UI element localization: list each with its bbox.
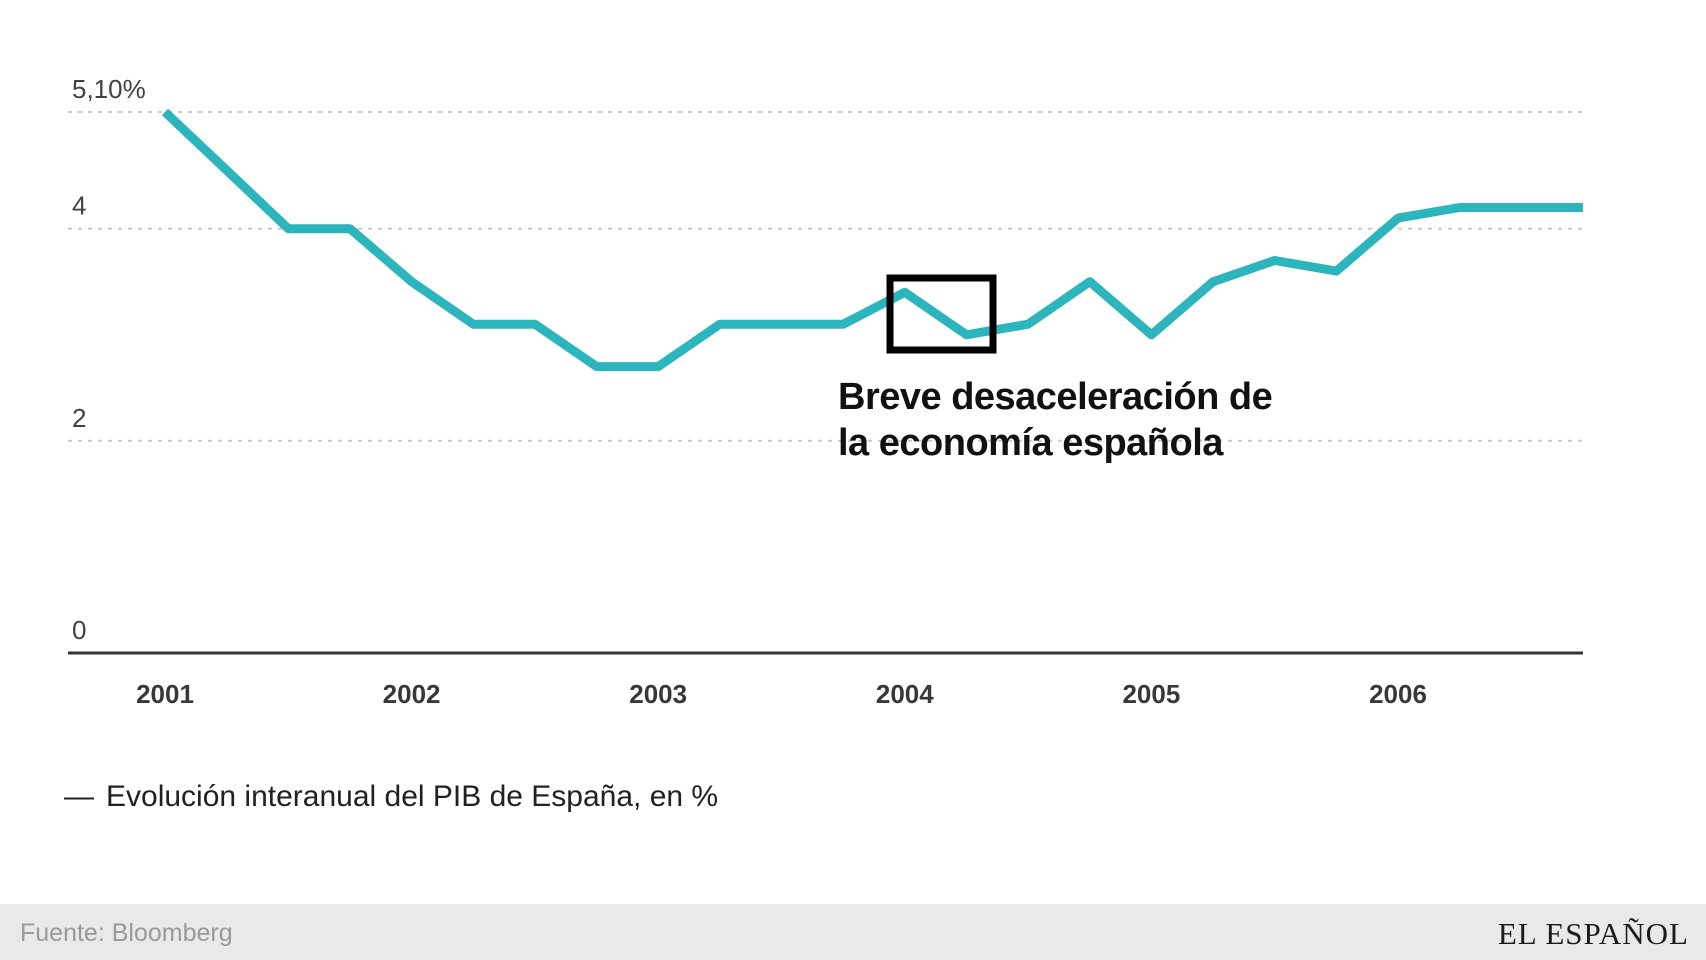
legend-line-swatch: — [64, 780, 94, 813]
annotation-line-1: Breve desaceleración de [838, 376, 1273, 418]
x-axis-year-label: 2004 [876, 679, 934, 709]
gdp-series-line [161, 108, 1583, 372]
footer-bar: Fuente: Bloomberg EL ESPAÑOL [0, 904, 1706, 960]
x-axis-year-label: 2006 [1369, 679, 1427, 709]
y-axis-tick-label: 5,10% [72, 74, 146, 104]
y-axis-tick-label: 2 [72, 403, 86, 433]
x-axis-year-label: 2003 [629, 679, 687, 709]
y-axis-tick-label: 4 [72, 191, 86, 221]
chart-annotation: Breve desaceleración de la economía espa… [838, 374, 1273, 466]
publisher-logo: EL ESPAÑOL [1497, 916, 1689, 951]
highlight-rectangle [886, 274, 997, 354]
x-axis-year-label: 2002 [383, 679, 441, 709]
gdp-line-chart: 5,10% 4 2 0 2001 2002 2003 2004 2005 2006 [68, 74, 1583, 709]
legend-label: Evolución interanual del PIB de España, … [106, 780, 719, 813]
x-axis-year-label: 2005 [1122, 679, 1180, 709]
y-axis-tick-label: 0 [72, 615, 86, 645]
source-credit: Fuente: Bloomberg [20, 919, 233, 947]
annotation-line-2: la economía española [838, 422, 1223, 464]
chart-legend: — Evolución interanual del PIB de España,… [64, 780, 718, 814]
x-axis-year-label: 2001 [136, 679, 194, 709]
